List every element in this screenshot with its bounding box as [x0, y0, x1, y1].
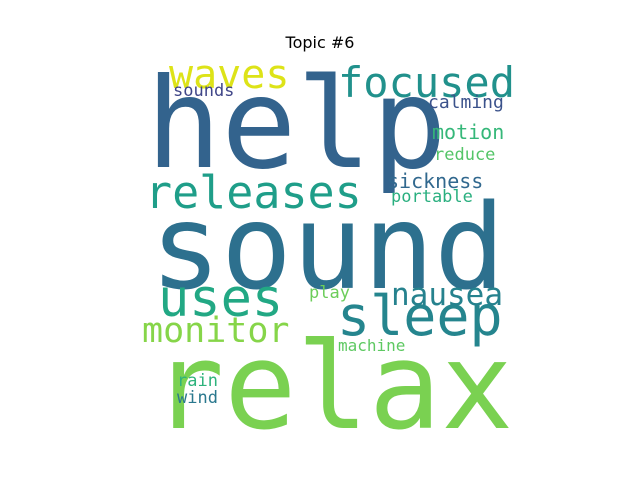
- word-portable: portable: [391, 187, 473, 207]
- word-sounds: sounds: [173, 81, 235, 101]
- word-sleep: sleep: [337, 284, 503, 348]
- chart-title: Topic #6: [285, 33, 355, 52]
- word-machine: machine: [338, 336, 406, 355]
- word-cloud: help sound relax releases uses sleep foc…: [140, 52, 516, 448]
- word-relax: relax: [152, 318, 514, 457]
- word-nausea: nausea: [391, 277, 503, 313]
- word-waves: waves: [169, 52, 290, 98]
- word-focused: focused: [338, 58, 516, 107]
- word-sound: sound: [150, 178, 506, 316]
- word-wind: wind: [177, 388, 218, 408]
- word-calming: calming: [428, 92, 504, 113]
- word-motion: motion: [432, 120, 505, 144]
- word-reduce: reduce: [434, 145, 496, 165]
- word-uses: uses: [158, 269, 284, 329]
- word-sickness: sickness: [387, 169, 484, 193]
- word-releases: releases: [145, 166, 362, 219]
- word-play: play: [309, 283, 350, 303]
- word-monitor: monitor: [142, 311, 290, 351]
- word-help: help: [146, 52, 448, 197]
- word-rain: rain: [177, 371, 218, 391]
